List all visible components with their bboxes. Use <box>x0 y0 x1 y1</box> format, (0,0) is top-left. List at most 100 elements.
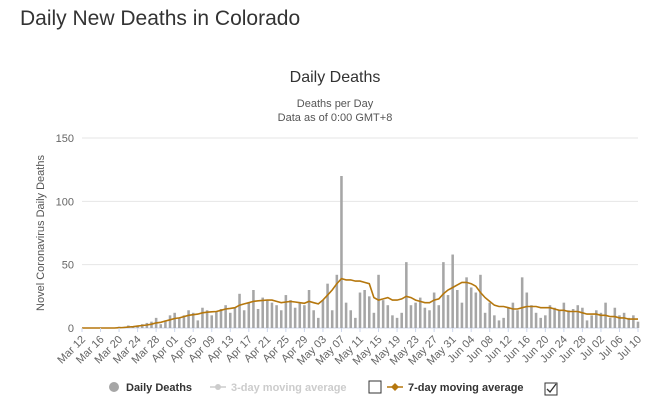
bar[interactable] <box>585 320 589 328</box>
bar[interactable] <box>377 274 380 328</box>
bar[interactable] <box>497 320 501 328</box>
bar[interactable] <box>562 302 566 328</box>
bar[interactable] <box>349 310 353 328</box>
bar[interactable] <box>493 315 496 328</box>
bar[interactable] <box>465 277 468 328</box>
bar[interactable] <box>367 296 371 328</box>
bar[interactable] <box>321 300 325 328</box>
bar[interactable] <box>344 302 348 328</box>
bar[interactable] <box>618 315 621 328</box>
bar[interactable] <box>279 310 283 328</box>
bar[interactable] <box>395 317 399 328</box>
bar[interactable] <box>423 307 427 328</box>
bar[interactable] <box>358 292 362 328</box>
bar[interactable] <box>238 293 241 328</box>
bar[interactable] <box>164 320 167 328</box>
bar[interactable] <box>159 324 163 328</box>
bar[interactable] <box>317 317 320 328</box>
bar[interactable] <box>242 310 246 328</box>
bar[interactable] <box>256 309 260 328</box>
bar[interactable] <box>488 302 492 328</box>
bar[interactable] <box>201 307 204 328</box>
bar[interactable] <box>247 302 251 328</box>
bar[interactable] <box>293 307 297 328</box>
bar[interactable] <box>483 312 487 328</box>
bar[interactable] <box>326 283 329 328</box>
bar[interactable] <box>210 315 214 328</box>
bar[interactable] <box>340 176 343 328</box>
bar[interactable] <box>303 305 306 328</box>
bar[interactable] <box>576 305 580 328</box>
bar[interactable] <box>191 312 195 328</box>
legend-label-3day[interactable]: 3-day moving average <box>231 382 347 394</box>
bar[interactable] <box>215 311 218 328</box>
bar[interactable] <box>437 305 441 328</box>
bar[interactable] <box>599 312 603 328</box>
bar[interactable] <box>506 307 510 328</box>
bar[interactable] <box>307 290 311 328</box>
bar[interactable] <box>581 307 584 328</box>
bar[interactable] <box>386 305 390 328</box>
bar[interactable] <box>539 317 542 328</box>
bar[interactable] <box>460 302 464 328</box>
bar[interactable] <box>428 310 431 328</box>
bar[interactable] <box>182 315 186 328</box>
bar[interactable] <box>632 315 635 328</box>
bar[interactable] <box>335 274 339 328</box>
bar[interactable] <box>196 320 200 328</box>
bar[interactable] <box>418 297 422 328</box>
bar[interactable] <box>474 292 478 328</box>
bar[interactable] <box>442 262 445 328</box>
bar[interactable] <box>252 290 255 328</box>
bar[interactable] <box>178 317 181 328</box>
moving-average-line[interactable] <box>82 277 638 329</box>
bar[interactable] <box>520 277 524 328</box>
bar[interactable] <box>330 310 334 328</box>
bar[interactable] <box>228 312 232 328</box>
bar[interactable] <box>275 305 278 328</box>
bar[interactable] <box>613 307 617 328</box>
bar[interactable] <box>168 315 172 328</box>
bar[interactable] <box>557 310 561 328</box>
bar[interactable] <box>627 317 631 328</box>
bar[interactable] <box>414 302 417 328</box>
bar[interactable] <box>233 307 237 328</box>
bar[interactable] <box>187 310 190 328</box>
bar[interactable] <box>363 290 366 328</box>
bar[interactable] <box>622 312 626 328</box>
bar[interactable] <box>534 312 538 328</box>
bar[interactable] <box>312 310 315 328</box>
bar[interactable] <box>224 305 227 328</box>
bar[interactable] <box>205 310 209 328</box>
bar[interactable] <box>405 262 408 328</box>
bar[interactable] <box>456 290 459 328</box>
bar[interactable] <box>446 295 450 328</box>
bar[interactable] <box>270 302 274 328</box>
bar[interactable] <box>525 292 529 328</box>
bar[interactable] <box>381 300 385 328</box>
bar[interactable] <box>400 312 403 328</box>
legend-marker-daily-deaths[interactable] <box>109 382 119 392</box>
bar[interactable] <box>298 302 302 328</box>
bar[interactable] <box>284 295 288 328</box>
bar[interactable] <box>571 309 575 328</box>
bar[interactable] <box>372 312 376 328</box>
checkbox-3day[interactable] <box>368 380 382 394</box>
bar[interactable] <box>511 302 515 328</box>
bar[interactable] <box>266 300 269 328</box>
bar[interactable] <box>567 310 570 328</box>
bar[interactable] <box>469 287 473 328</box>
bar[interactable] <box>516 310 519 328</box>
bar[interactable] <box>595 310 598 328</box>
bar[interactable] <box>391 315 394 328</box>
bar[interactable] <box>219 309 223 328</box>
bar[interactable] <box>261 297 264 328</box>
legend-label-7day[interactable]: 7-day moving average <box>408 382 524 394</box>
bar[interactable] <box>432 292 436 328</box>
bar[interactable] <box>553 307 556 328</box>
bar[interactable] <box>636 321 640 328</box>
bar[interactable] <box>544 315 547 328</box>
bar[interactable] <box>451 254 454 328</box>
bar[interactable] <box>354 317 357 328</box>
bar[interactable] <box>548 305 552 328</box>
